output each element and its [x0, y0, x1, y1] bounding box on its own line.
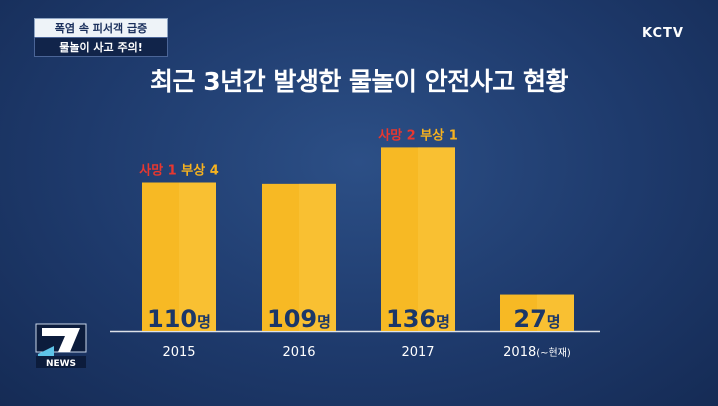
bar-highlight-2016: [299, 183, 336, 331]
annotation-2015: 사망 1 부상 4: [139, 163, 219, 179]
annotation-2017: 사망 2 부상 1: [378, 127, 458, 143]
chart-title: 최근 3년간 발생한 물놀이 안전사고 현황: [150, 67, 568, 96]
svg-text:NEWS: NEWS: [46, 359, 76, 369]
tick-label-2016: 2016: [282, 345, 315, 360]
data-label-2015: 110명: [147, 305, 211, 333]
bar-highlight-2017: [418, 147, 455, 331]
channel-logo: KCTV: [642, 26, 684, 41]
data-label-2017: 136명: [386, 305, 450, 333]
data-label-2018: 27명: [513, 305, 560, 333]
data-label-2016: 109명: [267, 305, 331, 333]
seven-news-logo: NEWS: [35, 323, 87, 369]
bar-highlight-2015: [179, 182, 216, 331]
caption-subheadline: 물놀이 사고 주의!: [34, 37, 168, 57]
tick-label-2017: 2017: [401, 345, 434, 360]
tick-label-2018: 2018(~현재): [503, 345, 571, 360]
tick-label-2015: 2015: [162, 345, 195, 360]
bar-highlight-2018: [537, 294, 574, 331]
